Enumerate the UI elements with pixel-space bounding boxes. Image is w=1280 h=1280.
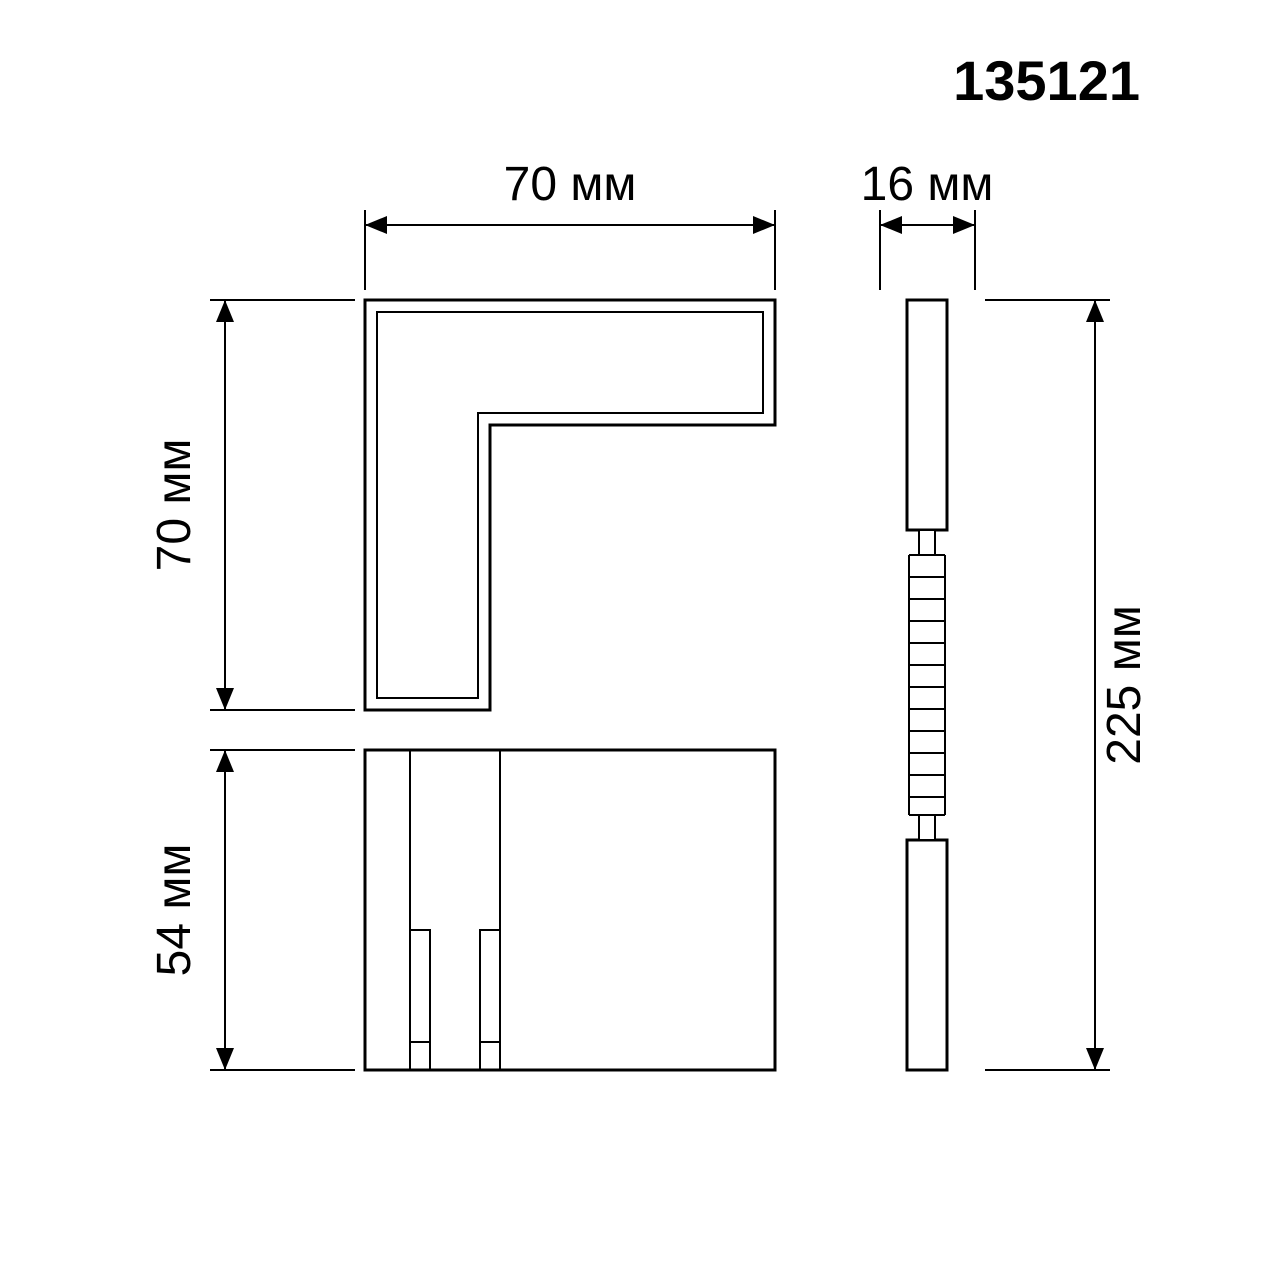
dim-54-v-arrow-top <box>216 750 234 772</box>
dim-70-h-label: 70 мм <box>504 158 637 211</box>
dim-70-h-arrow-right <box>753 216 775 234</box>
part-number: 135121 <box>953 49 1140 112</box>
dim-54-vertical: 54 мм <box>148 750 355 1070</box>
dim-54-v-label: 54 мм <box>148 844 201 977</box>
dim-70-horizontal: 70 мм <box>365 158 775 290</box>
dim-16-h-label: 16 мм <box>861 158 994 211</box>
dim-225-v-arrow-bottom <box>1086 1048 1104 1070</box>
side-view-bar-bottom <box>907 840 947 1070</box>
dim-54-v-arrow-bottom <box>216 1048 234 1070</box>
side-view-stem-top <box>919 530 935 555</box>
dim-225-v-arrow-top <box>1086 300 1104 322</box>
dim-16-horizontal: 16 мм <box>861 158 994 290</box>
dim-70-v-label: 70 мм <box>148 439 201 572</box>
top-view-l-bracket <box>365 300 775 710</box>
front-view-outer <box>365 750 775 1070</box>
dim-16-h-arrow-left <box>880 216 902 234</box>
dim-70-h-arrow-left <box>365 216 387 234</box>
front-view-profile <box>365 750 775 1070</box>
dim-70-v-arrow-top <box>216 300 234 322</box>
side-view-bar-top <box>907 300 947 530</box>
dim-225-vertical: 225 мм <box>985 300 1151 1070</box>
dim-70-vertical: 70 мм <box>148 300 355 710</box>
dim-70-v-arrow-bottom <box>216 688 234 710</box>
dim-225-v-label: 225 мм <box>1098 605 1151 764</box>
side-view-coil <box>909 555 945 815</box>
side-view-assembly <box>907 300 947 1070</box>
top-view-outer <box>365 300 775 710</box>
dim-16-h-arrow-right <box>953 216 975 234</box>
technical-drawing: 135121 70 мм 16 мм 70 мм 54 мм 22 <box>0 0 1280 1280</box>
side-view-stem-bottom <box>919 815 935 840</box>
